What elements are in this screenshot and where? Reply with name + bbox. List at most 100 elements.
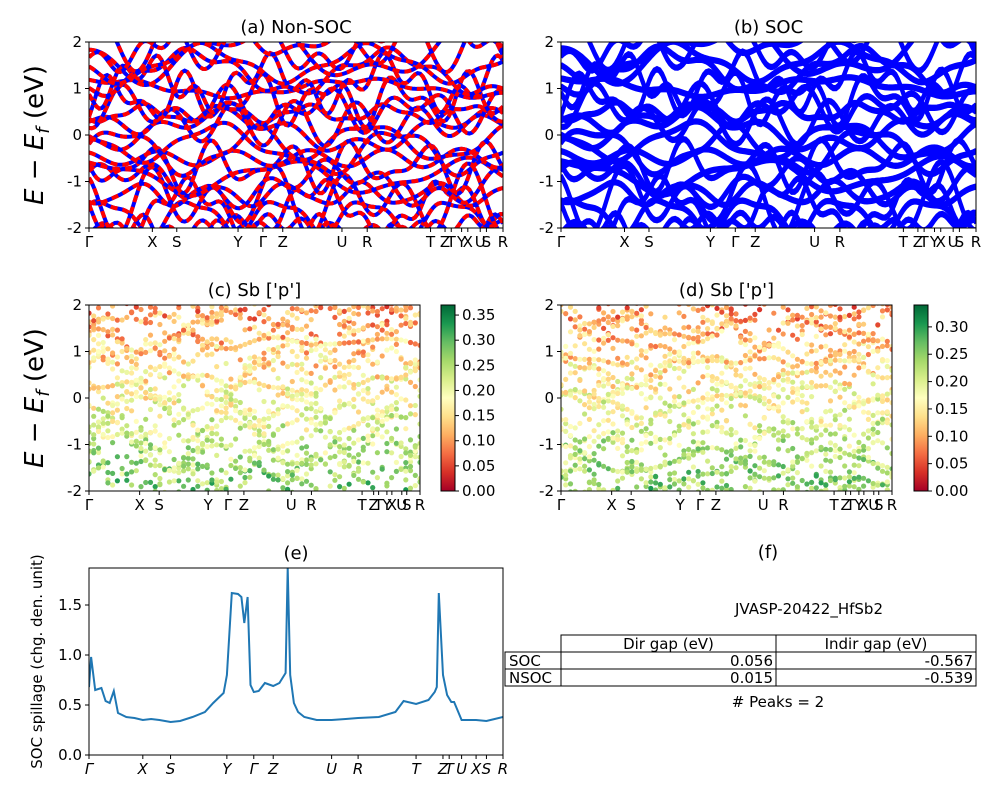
scatter-point	[733, 385, 739, 391]
scatter-point	[832, 431, 838, 437]
scatter-point	[114, 407, 120, 413]
scatter-point	[586, 444, 593, 450]
scatter-point	[407, 369, 414, 375]
scatter-point	[95, 305, 102, 311]
y-tick-label-a: 0	[72, 126, 82, 144]
scatter-point	[209, 336, 215, 342]
scatter-point	[289, 378, 295, 385]
scatter-point	[129, 370, 135, 376]
scatter-point	[256, 336, 262, 342]
scatter-point	[827, 458, 834, 464]
scatter-point	[775, 446, 782, 452]
scatter-point	[289, 472, 295, 478]
x-tick-label-b: S	[955, 233, 965, 251]
scatter-point	[133, 365, 139, 371]
scatter-point	[705, 445, 711, 451]
scatter-point	[91, 318, 97, 324]
scatter-point	[195, 338, 201, 345]
scatter-point	[790, 475, 796, 481]
scatter-point	[337, 308, 343, 314]
scatter-point	[785, 315, 791, 321]
scatter-point	[181, 494, 186, 499]
scatter-point	[818, 488, 824, 491]
scatter-point	[610, 323, 616, 329]
scatter-point	[393, 412, 399, 418]
scatter-point	[761, 459, 767, 465]
scatter-point	[644, 280, 649, 285]
x-tick-label-d: X	[607, 496, 617, 514]
scatter-point	[827, 313, 834, 319]
scatter-point	[327, 305, 333, 312]
scatter-point	[303, 461, 310, 467]
scatter-point	[582, 272, 587, 277]
scatter-point	[601, 316, 607, 322]
scatter-point	[289, 387, 295, 393]
scatter-point	[662, 314, 668, 320]
material-name: JVASP-20422_HfSb2	[734, 600, 883, 619]
scatter-point	[582, 356, 588, 362]
scatter-point	[638, 367, 645, 373]
scatter-point	[119, 426, 125, 432]
scatter-point	[884, 363, 890, 370]
x-tick-label-c: Γ	[85, 496, 94, 514]
scatter-point	[657, 395, 663, 401]
scatter-point	[761, 475, 767, 481]
scatter-point	[795, 287, 800, 292]
scatter-point	[341, 459, 347, 465]
scatter-point	[233, 345, 239, 351]
scatter-point	[671, 331, 678, 337]
scatter-point	[242, 467, 248, 473]
scatter-point	[393, 341, 399, 347]
scatter-point	[629, 437, 635, 443]
scatter-point	[124, 494, 129, 499]
scatter-point	[676, 487, 682, 491]
scatter-point	[119, 348, 125, 355]
scatter-point	[648, 362, 654, 368]
scatter-point	[294, 439, 300, 445]
scatter-point	[667, 363, 673, 369]
scatter-point	[742, 390, 749, 396]
scatter-point	[89, 424, 92, 430]
scatter-point	[199, 313, 206, 319]
scatter-point	[101, 503, 106, 508]
scatter-point	[299, 347, 305, 354]
scatter-point	[412, 412, 418, 418]
scatter-point	[705, 487, 711, 491]
y-tick-label-c: 2	[72, 296, 82, 314]
scatter-point	[719, 309, 725, 315]
scatter-point	[619, 390, 626, 396]
scatter-point	[256, 418, 262, 424]
scatter-point	[880, 287, 885, 292]
scatter-point	[379, 434, 385, 440]
y-tick-label-d: -2	[539, 482, 554, 500]
scatter-point	[601, 368, 607, 374]
scatter-point	[341, 323, 347, 329]
scatter-point	[573, 277, 578, 282]
scatter-point	[771, 335, 777, 341]
scatter-point	[266, 384, 272, 390]
scatter-point	[586, 467, 593, 473]
scatter-point	[223, 405, 229, 411]
scatter-point	[605, 417, 611, 423]
scatter-point	[723, 400, 730, 406]
scatter-point	[337, 403, 343, 409]
scatter-point	[605, 466, 611, 472]
scatter-point	[355, 476, 362, 482]
scatter-point	[195, 377, 201, 383]
scatter-point	[398, 414, 404, 420]
scatter-point	[251, 460, 258, 466]
scatter-point	[582, 450, 588, 456]
scatter-point	[771, 432, 777, 438]
scatter-point	[662, 353, 668, 359]
scatter-point	[752, 344, 758, 350]
scatter-point	[289, 338, 295, 344]
band-line-red	[89, 106, 503, 153]
scatter-point	[775, 462, 782, 468]
scatter-point	[110, 326, 116, 332]
scatter-point	[780, 305, 786, 310]
scatter-point	[709, 487, 715, 491]
scatter-point	[567, 423, 574, 430]
scatter-point	[870, 426, 876, 432]
panel-title-a: (a) Non-SOC	[240, 17, 351, 38]
scatter-point	[147, 312, 154, 318]
